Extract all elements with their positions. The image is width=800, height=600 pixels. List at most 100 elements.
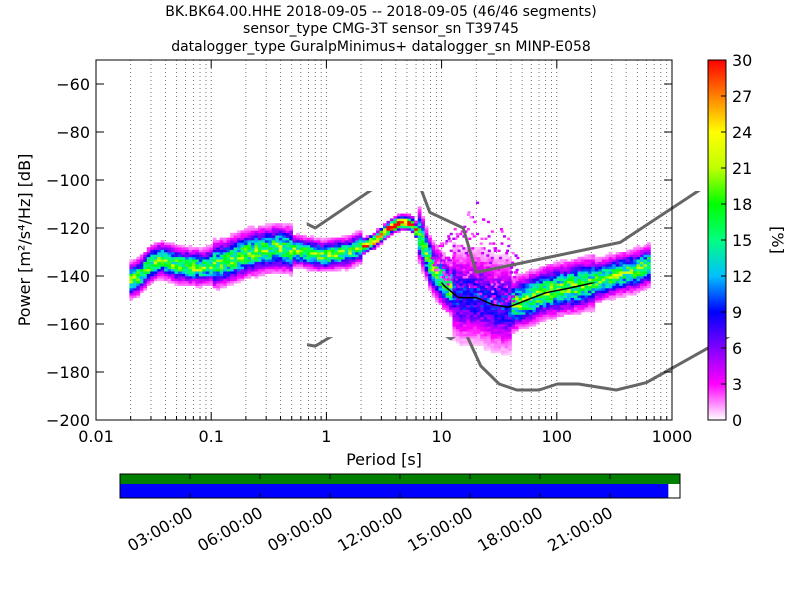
heatmap-cell <box>341 256 346 260</box>
heatmap-cell <box>577 297 582 301</box>
heatmap-cell <box>476 261 481 265</box>
heatmap-cell <box>633 292 637 296</box>
heatmap-cell <box>556 295 561 298</box>
heatmap-cell <box>612 280 617 284</box>
heatmap-cell <box>445 261 450 265</box>
colorbar-tick-label: 24 <box>732 123 752 142</box>
heatmap-cell <box>542 304 547 308</box>
heatmap-cell <box>421 242 425 246</box>
heatmap-cell <box>577 304 582 308</box>
heatmap-cell <box>605 297 610 301</box>
heatmap-cell <box>167 244 172 248</box>
heatmap-cell <box>414 232 419 236</box>
heatmap-cell <box>181 244 186 248</box>
heatmap-cell <box>466 292 471 296</box>
heatmap-cell <box>521 321 526 325</box>
heatmap-cell <box>563 290 568 294</box>
heatmap-cell <box>459 292 464 296</box>
heatmap-cell <box>622 256 627 260</box>
x-tick-label: 1 <box>321 427 331 446</box>
heatmap-cell <box>344 261 349 265</box>
heatmap-cell <box>646 249 651 253</box>
heatmap-cell <box>344 244 349 248</box>
heatmap-cell <box>570 309 575 313</box>
heatmap-cell <box>438 271 443 274</box>
heatmap-cell <box>244 256 248 260</box>
heatmap-cell <box>528 302 533 306</box>
heatmap-cell <box>646 244 651 248</box>
heatmap-cell <box>633 288 637 291</box>
heatmap-cell <box>376 242 380 246</box>
heatmap-cell <box>466 266 471 270</box>
heatmap-cell <box>233 252 238 255</box>
heatmap-cell <box>448 292 453 296</box>
heatmap-cell <box>438 252 443 255</box>
heatmap-cell <box>508 295 512 298</box>
heatmap-cell <box>289 249 293 253</box>
heatmap-cell <box>452 307 457 310</box>
heatmap-cell <box>237 259 241 262</box>
heatmap-cell <box>278 240 283 243</box>
heatmap-cell <box>518 297 523 301</box>
heatmap-cell <box>574 268 578 272</box>
heatmap-cell <box>205 261 210 265</box>
heatmap-cell <box>376 228 380 231</box>
heatmap-cell <box>278 259 283 262</box>
heatmap-cell <box>535 309 540 313</box>
heatmap-cell <box>646 264 651 267</box>
heatmap-cell <box>487 264 491 267</box>
low-noise-model-curve <box>211 279 787 390</box>
heatmap-cell <box>469 336 474 339</box>
y-tick-label: −120 <box>46 219 90 238</box>
heatmap-cell <box>351 249 356 253</box>
heatmap-cell <box>502 235 506 238</box>
heatmap-cell <box>487 259 491 262</box>
heatmap-cell <box>580 292 585 296</box>
heatmap-cell <box>164 276 168 279</box>
heatmap-cell <box>459 331 464 334</box>
heatmap-cell <box>560 307 564 310</box>
heatmap-cell <box>494 340 498 344</box>
heatmap-cell <box>372 244 377 248</box>
heatmap-cell <box>490 264 495 267</box>
heatmap-cell <box>355 237 359 241</box>
heatmap-cell <box>389 218 394 222</box>
heatmap-cell <box>574 290 578 294</box>
heatmap-cell <box>316 259 321 262</box>
heatmap-cell <box>452 249 457 253</box>
heatmap-cell <box>462 302 467 306</box>
heatmap-cell <box>448 276 453 279</box>
heatmap-cell <box>310 252 314 255</box>
heatmap-cell <box>612 256 617 260</box>
heatmap-cell <box>292 237 297 241</box>
heatmap-cell <box>553 314 557 318</box>
heatmap-cell <box>601 266 606 270</box>
heatmap-cell <box>587 259 592 262</box>
heatmap-cell <box>466 254 470 257</box>
heatmap-cell <box>313 266 318 270</box>
heatmap-cell <box>278 268 283 272</box>
heatmap-cell <box>438 302 443 306</box>
heatmap-cell <box>257 228 262 231</box>
heatmap-cell <box>504 302 509 306</box>
heatmap-cell <box>458 268 462 272</box>
heatmap-cell <box>278 256 283 260</box>
heatmap-cell <box>549 273 554 277</box>
heatmap-cell <box>587 304 592 308</box>
heatmap-cell <box>289 242 293 246</box>
heatmap-cell <box>508 336 512 339</box>
heatmap-cell <box>612 261 617 265</box>
heatmap-cell <box>480 276 484 279</box>
heatmap-cell <box>171 273 175 277</box>
heatmap-cell <box>476 247 481 250</box>
heatmap-cell <box>303 240 307 243</box>
heatmap-cell <box>459 304 464 308</box>
heatmap-cell <box>508 319 512 322</box>
heatmap-cell <box>497 295 502 298</box>
heatmap-cell <box>542 312 547 315</box>
heatmap-cell <box>275 254 280 258</box>
heatmap-cell <box>570 304 575 308</box>
heatmap-cell <box>455 252 460 255</box>
heatmap-cell <box>508 302 512 306</box>
heatmap-cell <box>473 319 478 322</box>
